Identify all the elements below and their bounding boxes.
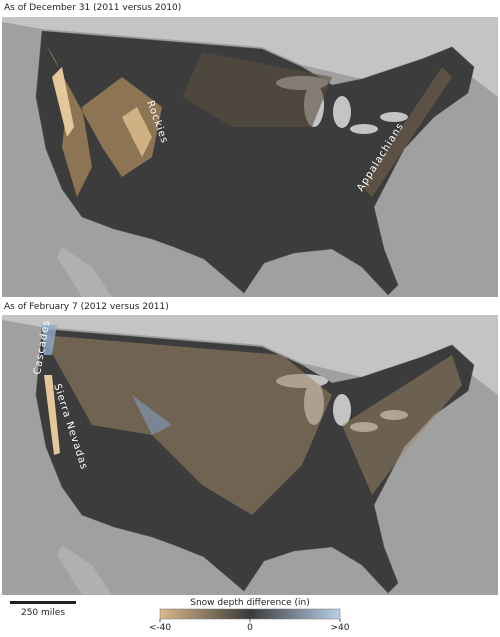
panel-1: As of December 31 (2011 versus 2010) Roc… [1,3,499,298]
map: Rockies Appalachians [1,16,499,298]
panel-title: As of February 7 (2012 versus 2011) [4,302,169,312]
legend: Snow depth difference (in) <-40 0 >40 [149,598,350,633]
legend-tick-label: <-40 [149,623,172,633]
legend-tick-label: 0 [247,623,253,633]
scale-bar: 250 miles [10,601,76,618]
panel-2: As of February 7 (2012 versus 2011) Casc… [1,302,499,596]
colorbar [159,608,341,620]
scale-bar-label: 250 miles [21,608,65,618]
map: Cascades Sierra Nevadas [1,314,499,596]
scale-bar-line [10,601,76,604]
legend-tick-label: >40 [331,623,350,633]
legend-title: Snow depth difference (in) [190,598,309,608]
panel-title: As of December 31 (2011 versus 2010) [4,3,181,13]
